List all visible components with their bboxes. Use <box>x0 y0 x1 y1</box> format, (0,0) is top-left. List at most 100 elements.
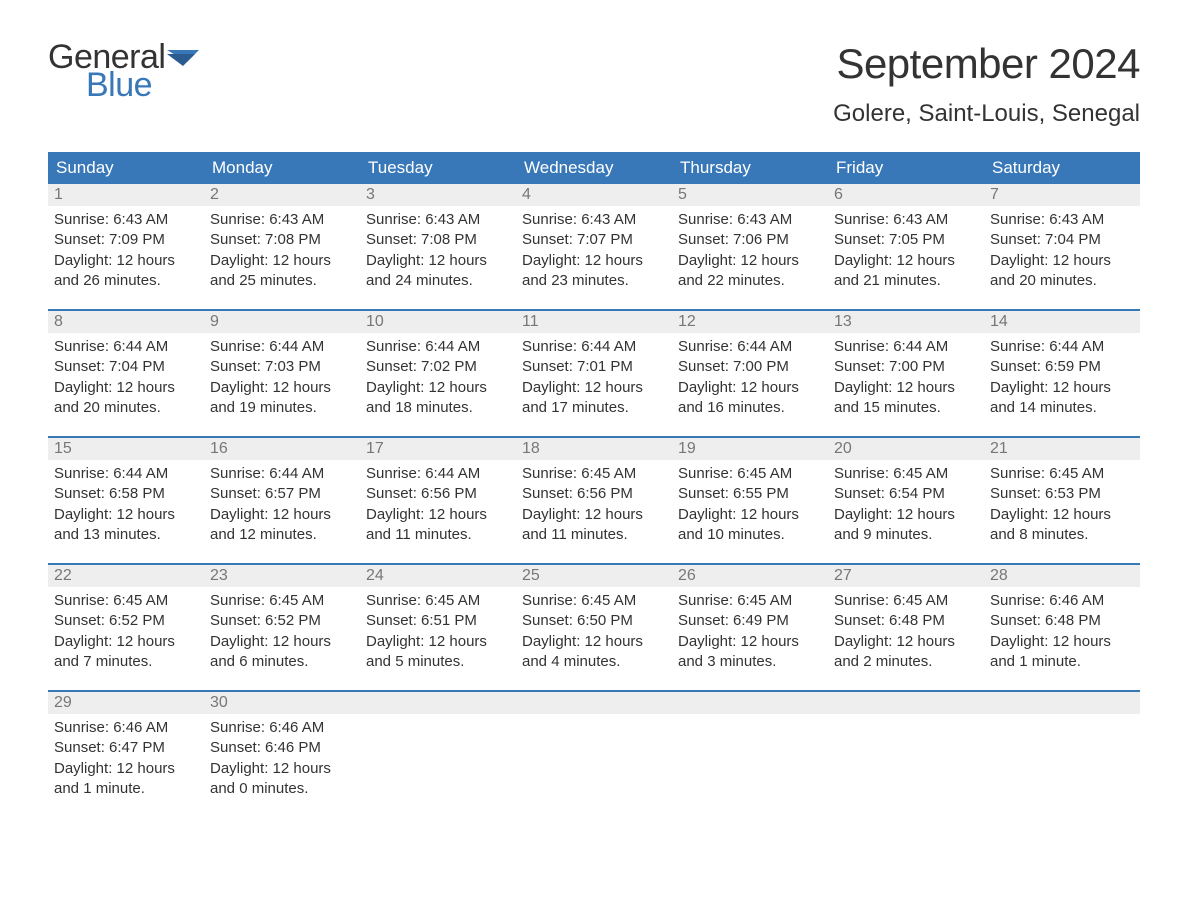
day-number: 15 <box>48 438 204 460</box>
daylight-line: Daylight: 12 hours and 22 minutes. <box>678 251 822 292</box>
day-body: Sunrise: 6:45 AMSunset: 6:52 PMDaylight:… <box>204 587 360 672</box>
sunset-line: Sunset: 7:02 PM <box>366 357 510 377</box>
day-number: 10 <box>360 311 516 333</box>
day-header-row: SundayMondayTuesdayWednesdayThursdayFrid… <box>48 152 1140 184</box>
week-row: 29Sunrise: 6:46 AMSunset: 6:47 PMDayligh… <box>48 690 1140 817</box>
day-number: 26 <box>672 565 828 587</box>
sunset-line: Sunset: 7:05 PM <box>834 230 978 250</box>
day-body: Sunrise: 6:46 AMSunset: 6:48 PMDaylight:… <box>984 587 1140 672</box>
sunrise-line: Sunrise: 6:44 AM <box>210 464 354 484</box>
daylight-line: Daylight: 12 hours and 11 minutes. <box>522 505 666 546</box>
day-cell <box>828 692 984 817</box>
sunrise-line: Sunrise: 6:43 AM <box>522 210 666 230</box>
day-number: 8 <box>48 311 204 333</box>
sunrise-line: Sunrise: 6:44 AM <box>54 464 198 484</box>
day-cell: 7Sunrise: 6:43 AMSunset: 7:04 PMDaylight… <box>984 184 1140 309</box>
sunrise-line: Sunrise: 6:44 AM <box>366 337 510 357</box>
sunrise-line: Sunrise: 6:45 AM <box>678 591 822 611</box>
daylight-line: Daylight: 12 hours and 14 minutes. <box>990 378 1134 419</box>
day-header: Saturday <box>984 152 1140 184</box>
day-body: Sunrise: 6:44 AMSunset: 7:03 PMDaylight:… <box>204 333 360 418</box>
day-number: 17 <box>360 438 516 460</box>
sunset-line: Sunset: 6:51 PM <box>366 611 510 631</box>
day-number: 22 <box>48 565 204 587</box>
sunset-line: Sunset: 6:55 PM <box>678 484 822 504</box>
daylight-line: Daylight: 12 hours and 3 minutes. <box>678 632 822 673</box>
sunset-line: Sunset: 6:54 PM <box>834 484 978 504</box>
sunset-line: Sunset: 6:52 PM <box>54 611 198 631</box>
day-cell: 22Sunrise: 6:45 AMSunset: 6:52 PMDayligh… <box>48 565 204 690</box>
week-row: 22Sunrise: 6:45 AMSunset: 6:52 PMDayligh… <box>48 563 1140 690</box>
day-cell: 16Sunrise: 6:44 AMSunset: 6:57 PMDayligh… <box>204 438 360 563</box>
day-cell <box>672 692 828 817</box>
sunset-line: Sunset: 7:00 PM <box>834 357 978 377</box>
sunrise-line: Sunrise: 6:43 AM <box>990 210 1134 230</box>
sunrise-line: Sunrise: 6:44 AM <box>366 464 510 484</box>
sunrise-line: Sunrise: 6:44 AM <box>522 337 666 357</box>
day-number: 21 <box>984 438 1140 460</box>
daylight-line: Daylight: 12 hours and 18 minutes. <box>366 378 510 419</box>
logo: General Blue <box>48 40 199 102</box>
day-number: 14 <box>984 311 1140 333</box>
daylight-line: Daylight: 12 hours and 1 minute. <box>990 632 1134 673</box>
day-cell: 5Sunrise: 6:43 AMSunset: 7:06 PMDaylight… <box>672 184 828 309</box>
sunset-line: Sunset: 7:08 PM <box>210 230 354 250</box>
day-body: Sunrise: 6:45 AMSunset: 6:52 PMDaylight:… <box>48 587 204 672</box>
sunset-line: Sunset: 7:06 PM <box>678 230 822 250</box>
week-row: 8Sunrise: 6:44 AMSunset: 7:04 PMDaylight… <box>48 309 1140 436</box>
day-number <box>672 692 828 714</box>
day-cell: 6Sunrise: 6:43 AMSunset: 7:05 PMDaylight… <box>828 184 984 309</box>
day-number: 3 <box>360 184 516 206</box>
day-cell: 4Sunrise: 6:43 AMSunset: 7:07 PMDaylight… <box>516 184 672 309</box>
sunset-line: Sunset: 7:04 PM <box>990 230 1134 250</box>
day-cell: 17Sunrise: 6:44 AMSunset: 6:56 PMDayligh… <box>360 438 516 563</box>
day-body: Sunrise: 6:45 AMSunset: 6:51 PMDaylight:… <box>360 587 516 672</box>
day-number: 13 <box>828 311 984 333</box>
logo-word2: Blue <box>86 68 199 102</box>
sunrise-line: Sunrise: 6:43 AM <box>210 210 354 230</box>
day-cell: 25Sunrise: 6:45 AMSunset: 6:50 PMDayligh… <box>516 565 672 690</box>
day-body: Sunrise: 6:45 AMSunset: 6:50 PMDaylight:… <box>516 587 672 672</box>
day-body: Sunrise: 6:44 AMSunset: 6:58 PMDaylight:… <box>48 460 204 545</box>
day-cell: 18Sunrise: 6:45 AMSunset: 6:56 PMDayligh… <box>516 438 672 563</box>
day-number: 19 <box>672 438 828 460</box>
daylight-line: Daylight: 12 hours and 15 minutes. <box>834 378 978 419</box>
sunrise-line: Sunrise: 6:43 AM <box>366 210 510 230</box>
sunset-line: Sunset: 7:00 PM <box>678 357 822 377</box>
daylight-line: Daylight: 12 hours and 8 minutes. <box>990 505 1134 546</box>
daylight-line: Daylight: 12 hours and 24 minutes. <box>366 251 510 292</box>
day-number: 16 <box>204 438 360 460</box>
daylight-line: Daylight: 12 hours and 20 minutes. <box>54 378 198 419</box>
day-body: Sunrise: 6:43 AMSunset: 7:06 PMDaylight:… <box>672 206 828 291</box>
daylight-line: Daylight: 12 hours and 23 minutes. <box>522 251 666 292</box>
day-header: Tuesday <box>360 152 516 184</box>
day-cell: 19Sunrise: 6:45 AMSunset: 6:55 PMDayligh… <box>672 438 828 563</box>
day-number: 28 <box>984 565 1140 587</box>
sunrise-line: Sunrise: 6:45 AM <box>990 464 1134 484</box>
day-body: Sunrise: 6:44 AMSunset: 7:00 PMDaylight:… <box>672 333 828 418</box>
day-number: 12 <box>672 311 828 333</box>
sunrise-line: Sunrise: 6:45 AM <box>522 464 666 484</box>
day-number <box>828 692 984 714</box>
sunrise-line: Sunrise: 6:45 AM <box>210 591 354 611</box>
daylight-line: Daylight: 12 hours and 19 minutes. <box>210 378 354 419</box>
day-number: 27 <box>828 565 984 587</box>
day-cell: 14Sunrise: 6:44 AMSunset: 6:59 PMDayligh… <box>984 311 1140 436</box>
day-cell: 27Sunrise: 6:45 AMSunset: 6:48 PMDayligh… <box>828 565 984 690</box>
day-body: Sunrise: 6:46 AMSunset: 6:46 PMDaylight:… <box>204 714 360 799</box>
daylight-line: Daylight: 12 hours and 2 minutes. <box>834 632 978 673</box>
sunrise-line: Sunrise: 6:43 AM <box>54 210 198 230</box>
day-cell <box>984 692 1140 817</box>
sunrise-line: Sunrise: 6:44 AM <box>54 337 198 357</box>
day-body: Sunrise: 6:43 AMSunset: 7:04 PMDaylight:… <box>984 206 1140 291</box>
day-number: 24 <box>360 565 516 587</box>
day-cell <box>360 692 516 817</box>
day-body: Sunrise: 6:45 AMSunset: 6:53 PMDaylight:… <box>984 460 1140 545</box>
day-body: Sunrise: 6:43 AMSunset: 7:08 PMDaylight:… <box>204 206 360 291</box>
daylight-line: Daylight: 12 hours and 25 minutes. <box>210 251 354 292</box>
day-number: 2 <box>204 184 360 206</box>
daylight-line: Daylight: 12 hours and 12 minutes. <box>210 505 354 546</box>
day-header: Thursday <box>672 152 828 184</box>
sunrise-line: Sunrise: 6:45 AM <box>678 464 822 484</box>
sunrise-line: Sunrise: 6:45 AM <box>54 591 198 611</box>
